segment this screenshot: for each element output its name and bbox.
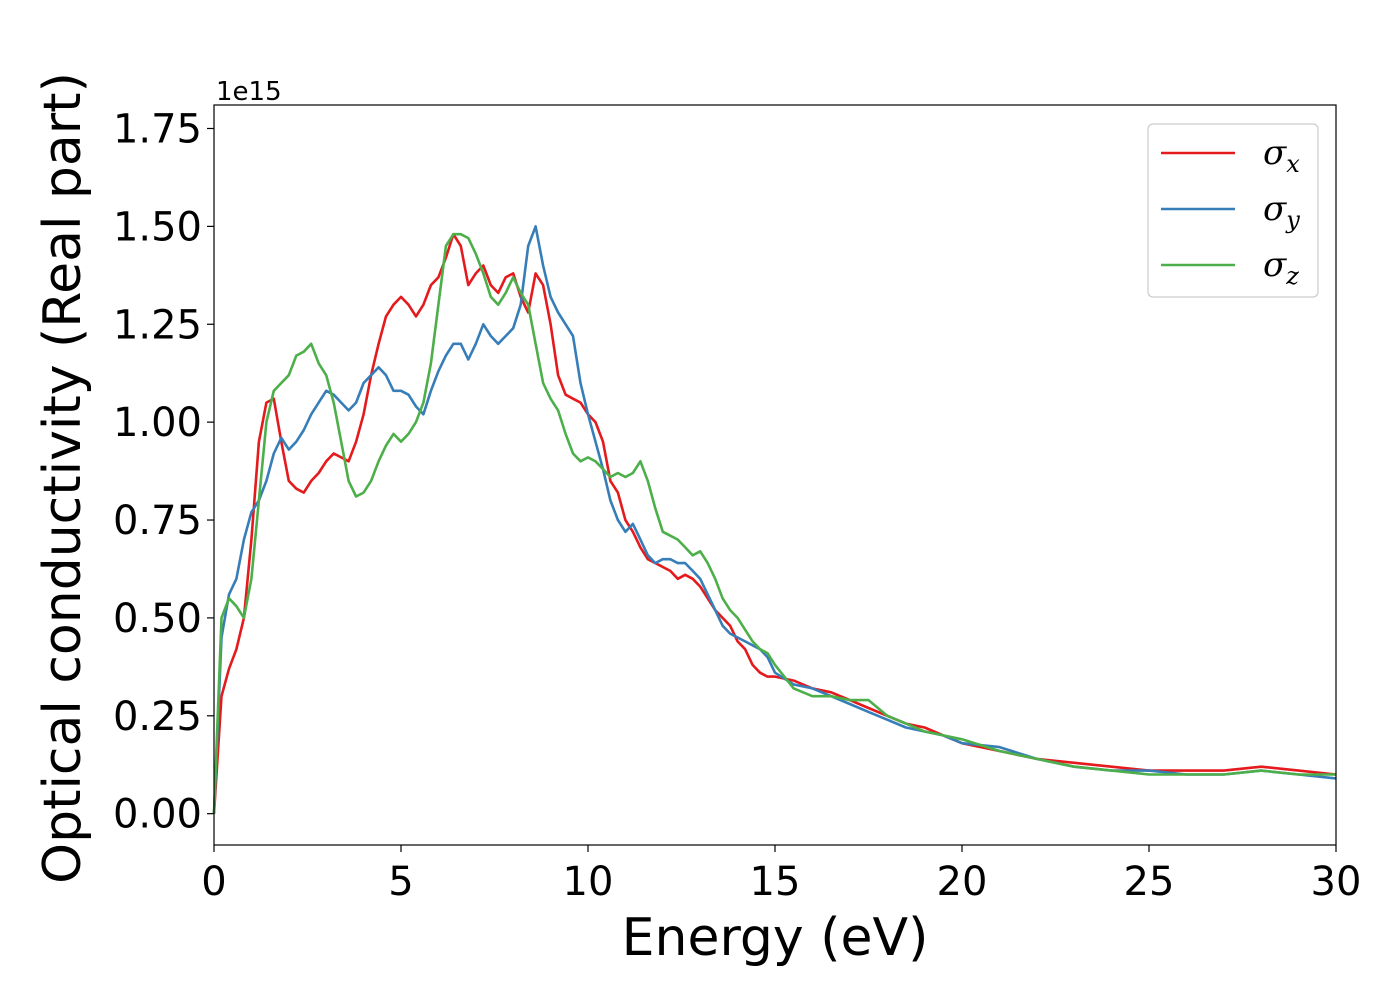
x-tick-label: 25 xyxy=(1124,859,1175,905)
series-line-z xyxy=(212,232,1336,814)
x-tick-label: 10 xyxy=(563,859,614,905)
legend-label-x: σx xyxy=(1263,133,1300,178)
y-tick-label: 0.00 xyxy=(113,792,202,838)
y-axis-title: Optical conductivity (Real part) xyxy=(33,72,93,884)
x-tick-label: 20 xyxy=(937,859,988,905)
y-axis: 0.00 0.25 0.50 0.75 1.00 1.25 1.50 1.75 xyxy=(113,106,214,838)
x-tick-label: 30 xyxy=(1311,859,1362,905)
series-layer xyxy=(212,225,1337,814)
y-tick-label: 1.00 xyxy=(113,400,202,446)
y-tick-label: 0.75 xyxy=(113,498,202,544)
y-tick-label: 1.25 xyxy=(113,302,202,348)
legend-label-y: σy xyxy=(1263,189,1300,234)
x-axis: 0 5 10 15 20 25 30 xyxy=(201,845,1361,905)
y-offset-label: 1e15 xyxy=(216,77,282,107)
y-tick-label: 0.50 xyxy=(113,596,202,642)
series-line-x xyxy=(212,232,1337,814)
y-tick-label: 1.50 xyxy=(113,204,202,250)
legend-box xyxy=(1147,123,1319,298)
x-tick-label: 0 xyxy=(201,859,226,905)
y-tick-label: 0.25 xyxy=(113,694,202,740)
x-axis-title: Energy (eV) xyxy=(622,908,929,968)
series-line-y xyxy=(212,225,1337,814)
y-tick-label: 1.75 xyxy=(113,106,202,152)
x-tick-label: 15 xyxy=(750,859,801,905)
x-tick-label: 5 xyxy=(388,859,413,905)
